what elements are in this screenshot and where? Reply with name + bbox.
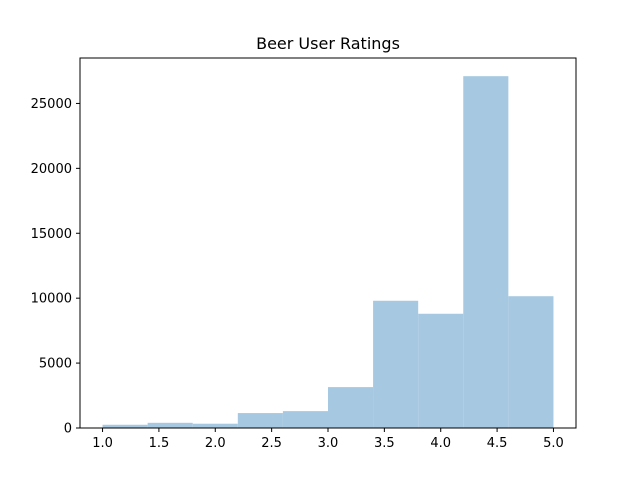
x-axis: 1.0 1.5 2.0 2.5 3.0 3.5 4.0 4.5 5.0 [92, 428, 564, 451]
x-tick-label: 2.5 [261, 436, 282, 451]
y-axis: 0 5000 10000 15000 20000 25000 [31, 97, 80, 437]
x-tick-label: 2.0 [205, 436, 226, 451]
histogram-bar [328, 387, 374, 428]
x-tick-label: 4.0 [430, 436, 451, 451]
histogram-bar [237, 413, 283, 428]
x-tick-label: 4.5 [487, 436, 508, 451]
x-tick-label: 5.0 [543, 436, 564, 451]
x-tick-label: 3.5 [374, 436, 395, 451]
y-tick-label: 20000 [31, 162, 72, 177]
y-tick-label: 5000 [39, 357, 72, 372]
histogram-bar [508, 296, 554, 428]
histogram-bar [282, 411, 328, 428]
y-tick-label: 25000 [31, 97, 72, 112]
histogram-bar [418, 313, 464, 428]
histogram-bar [102, 424, 148, 428]
y-tick-label: 10000 [31, 292, 72, 307]
x-tick-label: 1.5 [149, 436, 170, 451]
x-tick-label: 1.0 [92, 436, 113, 451]
histogram-bar [147, 422, 193, 428]
y-tick-label: 0 [64, 422, 72, 437]
bars-group [102, 76, 554, 428]
histogram-bar [463, 76, 509, 428]
histogram-bar [373, 300, 419, 428]
y-tick-label: 15000 [31, 227, 72, 242]
chart-title: Beer User Ratings [256, 34, 400, 53]
histogram-bar [192, 423, 238, 428]
x-tick-label: 3.0 [318, 436, 339, 451]
